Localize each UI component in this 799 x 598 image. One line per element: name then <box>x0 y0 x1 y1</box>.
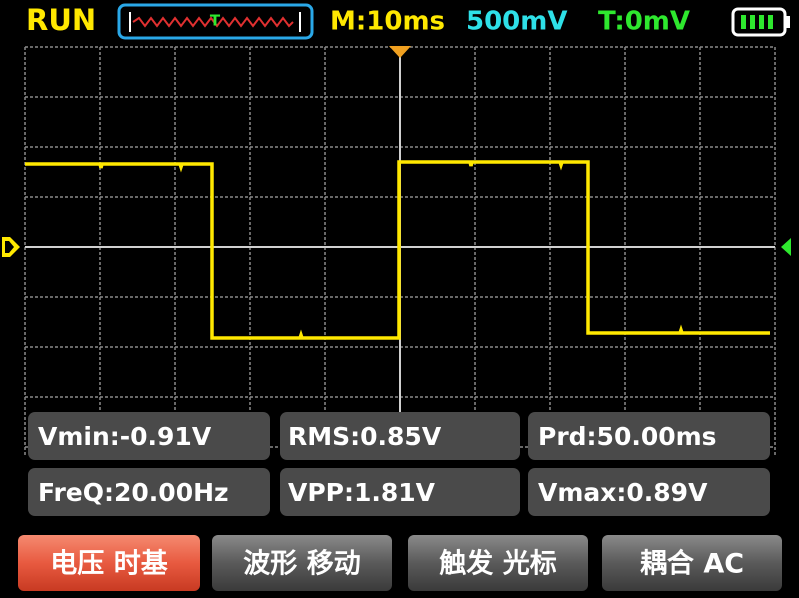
measurement: FreQ:20.00Hz <box>38 478 229 507</box>
menu-button[interactable]: 耦合 AC <box>602 535 782 591</box>
menu-button[interactable]: 波形 移动 <box>212 535 392 591</box>
measurement: VPP:1.81V <box>288 478 436 507</box>
button-label: 波形 移动 <box>243 549 360 580</box>
run-status: RUN <box>26 3 96 37</box>
measurement: Vmax:0.89V <box>538 478 708 507</box>
timebase: M:10ms <box>330 7 445 37</box>
menu-button[interactable]: 电压 时基 <box>18 535 200 591</box>
waveform <box>25 160 770 340</box>
button-label: 触发 光标 <box>439 548 556 580</box>
measurements: Vmin:-0.91V RMS:0.85V Prd:50.00ms FreQ:2… <box>28 412 770 516</box>
measurement: Prd:50.00ms <box>538 422 717 451</box>
volts-per-div: 500mV <box>466 7 568 37</box>
menu-button[interactable]: 触发 光标 <box>408 535 588 591</box>
battery <box>731 7 790 37</box>
button-label: 耦合 AC <box>640 548 744 580</box>
trigger-position-marker <box>389 46 411 58</box>
menu-buttons: 电压 时基 波形 移动 触发 光标 耦合 AC <box>18 535 782 591</box>
button-label: 电压 时基 <box>50 549 168 580</box>
trigger-icon: T <box>117 3 314 40</box>
measurement: Vmin:-0.91V <box>38 422 212 451</box>
trigger-icon-label: T <box>210 12 221 30</box>
measurement: RMS:0.85V <box>288 422 442 451</box>
trigger-level-marker <box>781 238 791 256</box>
trigger-level: T:0mV <box>598 7 690 37</box>
